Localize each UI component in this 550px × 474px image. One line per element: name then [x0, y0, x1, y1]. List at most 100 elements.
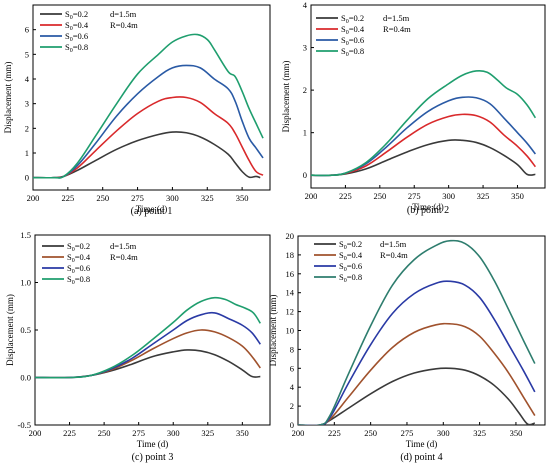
- legend-label: S0=0.8: [341, 46, 364, 58]
- y-tick-label: 8: [290, 344, 294, 354]
- series-line-3: [35, 311, 261, 379]
- y-tick-label: 16: [286, 269, 295, 279]
- panel-caption: (a) point 1: [131, 206, 173, 217]
- series-line-1: [298, 367, 536, 425]
- y-tick-label: 3: [303, 43, 307, 53]
- legend-label: S0=0.4: [341, 24, 365, 36]
- series-line-4: [35, 296, 261, 379]
- y-tick-label: 1.5: [20, 230, 31, 240]
- x-tick-label: 325: [477, 191, 490, 201]
- legend-label: S0=0.8: [65, 42, 88, 54]
- annotation-text: d=1.5m: [110, 9, 137, 19]
- y-tick-label: 6: [25, 25, 29, 35]
- x-tick-label: 300: [442, 191, 455, 201]
- y-tick-label: 0: [25, 173, 29, 183]
- x-tick-label: 250: [364, 428, 377, 438]
- annotation-text: d=1.5m: [110, 241, 137, 251]
- series-line-3: [33, 64, 264, 179]
- panel-caption: (b) point 2: [407, 205, 449, 216]
- y-axis-label: Displacement (mm): [3, 62, 13, 134]
- y-tick-label: 4: [25, 74, 30, 84]
- plot-frame: [297, 235, 546, 426]
- series-line-2: [33, 96, 264, 179]
- y-tick-label: 1.0: [20, 278, 31, 288]
- series-line-2: [311, 113, 536, 177]
- x-tick-label: 200: [305, 191, 318, 201]
- y-axis-label: Displacement (mm): [268, 295, 278, 367]
- series-line-1: [33, 131, 261, 179]
- x-tick-label: 275: [401, 428, 414, 438]
- chart-panel-4: 200 225 250 275 300 325 350 0 2 4 6 8 10 12 14 16 18 20 Ti…: [268, 231, 546, 463]
- legend-label: S0=0.8: [67, 274, 90, 286]
- x-tick-label: 275: [408, 191, 421, 201]
- x-tick-label: 350: [510, 428, 523, 438]
- legend-label: S0=0.4: [339, 250, 363, 262]
- x-tick-label: 250: [98, 428, 111, 438]
- series-line-3: [298, 280, 536, 425]
- legend-label: S0=0.4: [67, 252, 91, 264]
- series-line-3: [311, 96, 536, 177]
- panel-caption: (c) point 3: [132, 452, 174, 463]
- y-axis-label: Displacement (mm): [281, 61, 291, 133]
- legend-label: S0=0.4: [65, 20, 89, 32]
- plot-frame: [310, 4, 546, 189]
- chart-panel-3: 200 225 250 275 300 325 350 -0.5 0.0 0.5 1.0 1.5 Tim…: [5, 230, 271, 463]
- annotation-text: R=0.4m: [110, 20, 138, 30]
- legend-label: S0=0.2: [67, 241, 90, 253]
- y-tick-label: 0: [290, 420, 294, 430]
- y-tick-label: -0.5: [18, 420, 31, 430]
- y-tick-label: 12: [286, 307, 295, 317]
- x-axis-label: Time (d): [136, 204, 167, 214]
- y-tick-label: 3: [25, 99, 29, 109]
- y-tick-label: 4: [290, 382, 295, 392]
- legend-label: S0=0.8: [339, 272, 362, 284]
- y-tick-label: 5: [25, 49, 29, 59]
- x-tick-label: 350: [236, 193, 249, 203]
- x-tick-label: 200: [292, 428, 305, 438]
- legend-label: S0=0.2: [339, 239, 362, 251]
- y-tick-label: 10: [286, 326, 295, 336]
- x-tick-label: 325: [201, 193, 214, 203]
- x-tick-label: 300: [437, 428, 450, 438]
- x-tick-label: 200: [29, 428, 42, 438]
- x-tick-label: 250: [373, 191, 386, 201]
- x-tick-label: 325: [201, 428, 214, 438]
- x-tick-label: 225: [339, 191, 352, 201]
- series-line-2: [35, 329, 261, 379]
- x-tick-label: 200: [27, 193, 40, 203]
- x-tick-label: 225: [61, 193, 74, 203]
- y-tick-label: 6: [290, 363, 294, 373]
- x-tick-label: 350: [236, 428, 249, 438]
- y-tick-label: 14: [286, 288, 295, 298]
- chart-panel-2: 200 225 250 275 300 325 350 0 1 2 3 4 Time (d) Displa…: [281, 0, 546, 216]
- x-axis-label: Time (d): [412, 202, 443, 212]
- chart-panel-1: 200 225 250 275 300 325 350 0 1 2 3 4 5 6 Time (d) Disp…: [3, 4, 271, 217]
- legend-label: S0=0.2: [341, 13, 364, 25]
- y-tick-label: 0: [303, 170, 307, 180]
- panel-caption: (d) point 4: [400, 452, 442, 463]
- legend-label: S0=0.6: [67, 263, 90, 275]
- y-tick-label: 2: [25, 123, 29, 133]
- x-tick-label: 325: [473, 428, 486, 438]
- x-tick-label: 275: [131, 193, 144, 203]
- annotation-text: d=1.5m: [380, 239, 407, 249]
- annotation-text: d=1.5m: [383, 13, 410, 23]
- x-tick-label: 250: [96, 193, 109, 203]
- legend-label: S0=0.6: [339, 261, 362, 273]
- x-tick-label: 300: [166, 193, 179, 203]
- y-tick-label: 0.0: [20, 373, 31, 383]
- series-line-4: [33, 33, 264, 179]
- x-tick-label: 275: [132, 428, 145, 438]
- x-axis-label: Time (d): [137, 439, 168, 449]
- series-line-4: [298, 239, 536, 425]
- series-line-2: [298, 322, 536, 425]
- series-line-4: [311, 69, 537, 177]
- y-axis-label: Displacement (mm): [5, 294, 15, 366]
- annotation-text: R=0.4m: [383, 24, 411, 34]
- annotation-text: R=0.4m: [110, 252, 138, 262]
- y-tick-label: 2: [303, 85, 307, 95]
- plot-frame: [32, 4, 271, 191]
- x-tick-label: 350: [511, 191, 524, 201]
